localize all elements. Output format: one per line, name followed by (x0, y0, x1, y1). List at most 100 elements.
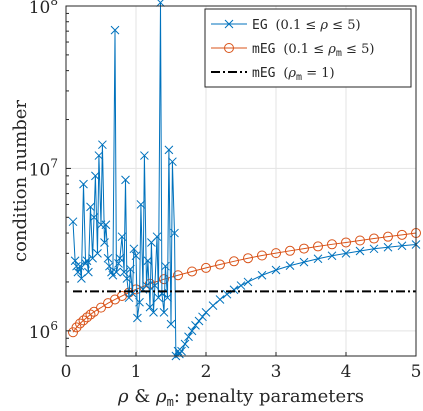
x-tick-label: 2 (201, 362, 212, 382)
EG-point (191, 321, 200, 330)
mEG-range-point (285, 245, 295, 256)
EG-point (229, 285, 239, 295)
EG-point (86, 202, 95, 212)
mEG-range-point (201, 262, 211, 273)
mEG-range-point (159, 274, 169, 285)
EG-point (124, 293, 134, 303)
EG-point (243, 277, 253, 287)
mEG-range-point (187, 266, 197, 277)
mEG-range-point (173, 270, 183, 281)
x-label-amp: & (129, 386, 156, 407)
EG-point (166, 319, 176, 329)
EG-point (327, 251, 337, 261)
EG-point (82, 256, 92, 266)
EG-point (140, 151, 149, 160)
EG-point (135, 297, 144, 307)
x-tick-label: 0 (61, 362, 72, 382)
EG-point (110, 25, 120, 35)
EG-point (73, 267, 83, 277)
mEG-range-point (397, 229, 407, 240)
EG-point (94, 151, 104, 160)
EG-point (154, 293, 163, 303)
mEG-range-point (229, 256, 239, 267)
legend-marker-x (224, 19, 234, 29)
mEG-range-point (313, 241, 323, 252)
mEG-range-point (355, 235, 365, 246)
EG-point (68, 217, 78, 227)
mEG-range-point (78, 315, 89, 326)
x-label-rho-m: ρ (155, 386, 167, 407)
series-EG (68, 0, 421, 361)
EG-point (133, 313, 142, 323)
mEG-range-point (215, 259, 225, 270)
EG-point (79, 179, 88, 189)
mEG-range-point (82, 312, 92, 323)
mEG-range-point (341, 237, 351, 248)
EG-point (168, 157, 177, 167)
EG-point (198, 312, 207, 322)
EG-point (341, 248, 351, 258)
series-mEG-range (68, 228, 421, 338)
EG-point (131, 251, 141, 261)
y-tick-label: 108 (29, 0, 58, 18)
legend-entry: EG (0.1 ≤ ρ ≤ 5) (211, 18, 361, 33)
axis-ticks: 0 1 2 3 4 5 106 107 108 (29, 0, 422, 382)
EG-point (129, 244, 139, 254)
EG-point (101, 220, 111, 230)
EG-point (89, 212, 99, 222)
EG-point (163, 293, 172, 303)
mEG-range-point (383, 231, 393, 242)
EG-point (383, 242, 393, 252)
EG-point (143, 256, 153, 266)
x-label-rho-m-sub: m (167, 395, 174, 409)
x-tick-label: 3 (271, 362, 282, 382)
legend-label: EG (0.1 ≤ ρ ≤ 5) (252, 18, 361, 33)
y-tick-label: 107 (29, 156, 58, 180)
mEG-range-point (71, 322, 82, 333)
mEG-range-point (243, 253, 253, 264)
EG-point (136, 200, 146, 209)
EG-point (100, 238, 109, 247)
EG-point (122, 274, 132, 283)
EG-point (257, 270, 267, 280)
EG-point (180, 339, 190, 349)
plot-border (65, 5, 417, 357)
EG-point (355, 246, 365, 256)
EG-point (72, 261, 81, 271)
mEG-range-point (85, 309, 96, 320)
EG-point (397, 241, 407, 251)
legend-label: mEG (0.1 ≤ ρm ≤ 5) (252, 42, 374, 59)
EG-point (145, 302, 155, 312)
EG-point (208, 301, 218, 310)
mEG-range-point (96, 302, 106, 313)
mEG-range-point (257, 250, 267, 261)
y-tick-label: 106 (29, 319, 58, 343)
EG-point (81, 259, 90, 268)
EG-point (121, 175, 130, 185)
EG-point (170, 228, 179, 238)
x-axis-label: ρ & ρm: penalty parameters (117, 386, 364, 409)
mEG-range-point (369, 233, 379, 244)
EG-point (177, 346, 186, 356)
EG-point (152, 232, 162, 242)
x-label-rho: ρ (117, 386, 129, 407)
legend: EG (0.1 ≤ ρ ≤ 5) mEG (0.1 ≤ ρm ≤ 5) mEG (ρ… (204, 8, 412, 88)
EG-point (119, 267, 129, 277)
EG-point (115, 253, 125, 263)
mEG-range-point (75, 318, 85, 329)
EG-point (84, 267, 93, 277)
EG-point (173, 346, 183, 356)
legend-entry: mEG (ρm = 1) (211, 66, 335, 83)
EG-point (93, 248, 102, 258)
mEG-range-point (117, 290, 127, 301)
EG-point (91, 171, 100, 181)
legend-marker-o (224, 43, 234, 53)
EG-point (149, 307, 158, 317)
EG-point (156, 0, 165, 7)
x-tick-label: 1 (131, 362, 142, 382)
EG-point (75, 261, 85, 271)
EG-point (299, 257, 309, 267)
legend-entry: mEG (0.1 ≤ ρm ≤ 5) (211, 42, 374, 59)
mEG-range-point (131, 284, 141, 295)
